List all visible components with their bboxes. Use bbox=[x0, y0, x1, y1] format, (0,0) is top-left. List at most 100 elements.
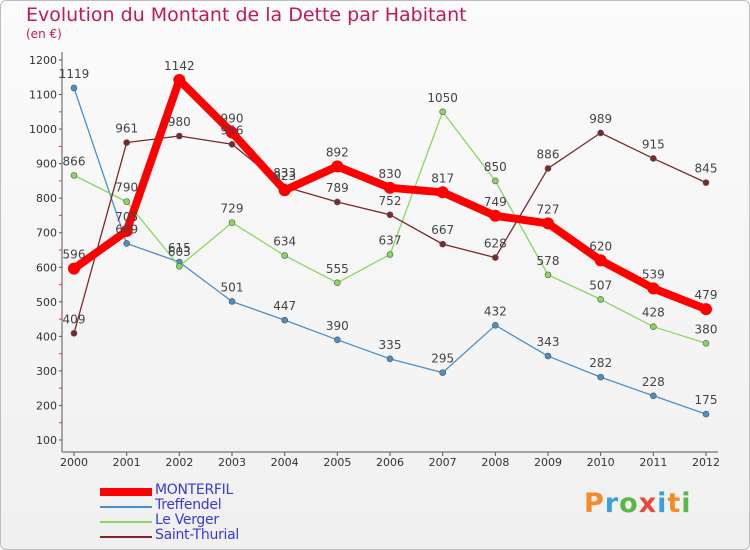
data-label: 990 bbox=[221, 112, 244, 126]
data-point bbox=[70, 172, 78, 179]
data-label: 380 bbox=[695, 322, 718, 336]
data-point bbox=[647, 282, 660, 295]
data-point bbox=[544, 352, 552, 360]
data-point bbox=[650, 392, 657, 400]
x-tick-label: 2007 bbox=[429, 456, 457, 469]
data-point bbox=[384, 181, 396, 194]
y-tick-label: 1200 bbox=[29, 54, 57, 67]
data-label: 845 bbox=[695, 162, 718, 176]
legend-item: MONTERFIL bbox=[100, 482, 300, 499]
data-point bbox=[68, 262, 80, 275]
y-tick-label: 200 bbox=[36, 399, 57, 412]
data-label: 409 bbox=[63, 312, 86, 326]
data-label: 447 bbox=[273, 299, 296, 313]
data-label: 892 bbox=[326, 145, 349, 159]
data-label: 886 bbox=[537, 147, 560, 161]
data-label: 830 bbox=[379, 167, 402, 181]
data-point bbox=[176, 132, 183, 140]
y-tick-label: 1100 bbox=[29, 89, 57, 102]
x-tick-label: 2008 bbox=[481, 456, 509, 469]
data-point bbox=[123, 240, 130, 247]
data-label: 729 bbox=[221, 202, 244, 216]
x-tick-label: 2002 bbox=[165, 456, 193, 469]
data-point bbox=[281, 316, 288, 324]
data-label: 479 bbox=[695, 288, 718, 302]
data-label: 989 bbox=[589, 112, 612, 126]
data-point bbox=[226, 126, 238, 139]
data-point bbox=[702, 179, 710, 186]
data-label: 603 bbox=[168, 245, 191, 259]
legend-item: Treffendel bbox=[100, 497, 300, 514]
data-label: 637 bbox=[379, 233, 402, 247]
data-point bbox=[700, 303, 712, 316]
legend-label: MONTERFIL bbox=[155, 482, 233, 498]
data-point bbox=[492, 254, 499, 261]
data-label: 823 bbox=[273, 169, 296, 183]
legend-swatch bbox=[100, 536, 152, 538]
chart-subtitle: (en €) bbox=[26, 27, 62, 41]
data-point bbox=[331, 160, 344, 173]
data-label: 343 bbox=[537, 335, 560, 349]
legend-label: Treffendel bbox=[155, 497, 222, 513]
data-label: 596 bbox=[63, 248, 86, 262]
x-tick-label: 2010 bbox=[587, 456, 615, 469]
data-label: 1142 bbox=[164, 59, 195, 73]
data-point bbox=[439, 369, 446, 376]
x-tick-label: 2012 bbox=[692, 456, 720, 469]
data-point bbox=[544, 271, 552, 279]
data-point bbox=[173, 74, 186, 87]
data-point bbox=[334, 279, 341, 287]
data-label: 507 bbox=[589, 278, 612, 292]
logo-letter: i bbox=[657, 488, 668, 519]
logo-letter: t bbox=[667, 488, 682, 519]
data-point bbox=[436, 186, 449, 199]
data-label: 817 bbox=[431, 171, 454, 185]
data-point bbox=[702, 410, 710, 418]
y-tick-label: 300 bbox=[36, 365, 57, 378]
y-tick-label: 800 bbox=[36, 192, 57, 205]
data-label: 634 bbox=[273, 235, 296, 249]
data-point bbox=[123, 198, 130, 205]
data-point bbox=[70, 84, 78, 92]
series-line-le-verger bbox=[73, 111, 707, 344]
x-tick-label: 2000 bbox=[60, 456, 88, 469]
legend-item: Le Verger bbox=[100, 512, 300, 529]
data-label: 578 bbox=[537, 254, 560, 268]
legend-item: Saint-Thurial bbox=[100, 527, 300, 544]
data-label: 961 bbox=[115, 122, 138, 136]
data-label: 850 bbox=[484, 160, 507, 174]
chart-legend: MONTERFIL Treffendel Le Verger Saint-Thuria… bbox=[100, 482, 300, 544]
data-point bbox=[439, 240, 446, 248]
x-tick-label: 2006 bbox=[376, 456, 404, 469]
data-point bbox=[597, 373, 604, 381]
y-tick-label: 700 bbox=[36, 227, 57, 240]
data-point bbox=[228, 219, 236, 227]
data-point bbox=[597, 129, 604, 137]
data-label: 1050 bbox=[427, 91, 458, 105]
data-label: 428 bbox=[642, 306, 665, 320]
data-point bbox=[386, 251, 394, 258]
data-point bbox=[492, 322, 499, 329]
data-label: 790 bbox=[115, 181, 138, 195]
proxiti-logo: Proxiti bbox=[584, 488, 692, 519]
data-label: 432 bbox=[484, 304, 507, 318]
data-point bbox=[650, 155, 657, 162]
x-tick-label: 2003 bbox=[218, 456, 246, 469]
y-tick-label: 400 bbox=[36, 330, 57, 343]
logo-letter: r bbox=[604, 488, 620, 519]
data-point bbox=[123, 139, 130, 146]
data-point bbox=[594, 254, 607, 267]
y-tick-label: 100 bbox=[36, 434, 57, 447]
data-point bbox=[650, 323, 657, 330]
data-label: 282 bbox=[589, 356, 612, 370]
data-point bbox=[489, 209, 502, 222]
legend-label: Saint-Thurial bbox=[155, 527, 239, 543]
data-point bbox=[120, 225, 133, 237]
data-label: 228 bbox=[642, 375, 665, 389]
data-point bbox=[228, 298, 236, 305]
data-label: 833 bbox=[273, 166, 296, 180]
data-point bbox=[492, 177, 499, 185]
data-point bbox=[278, 184, 291, 197]
y-tick-label: 600 bbox=[36, 261, 57, 274]
data-point bbox=[176, 262, 183, 270]
